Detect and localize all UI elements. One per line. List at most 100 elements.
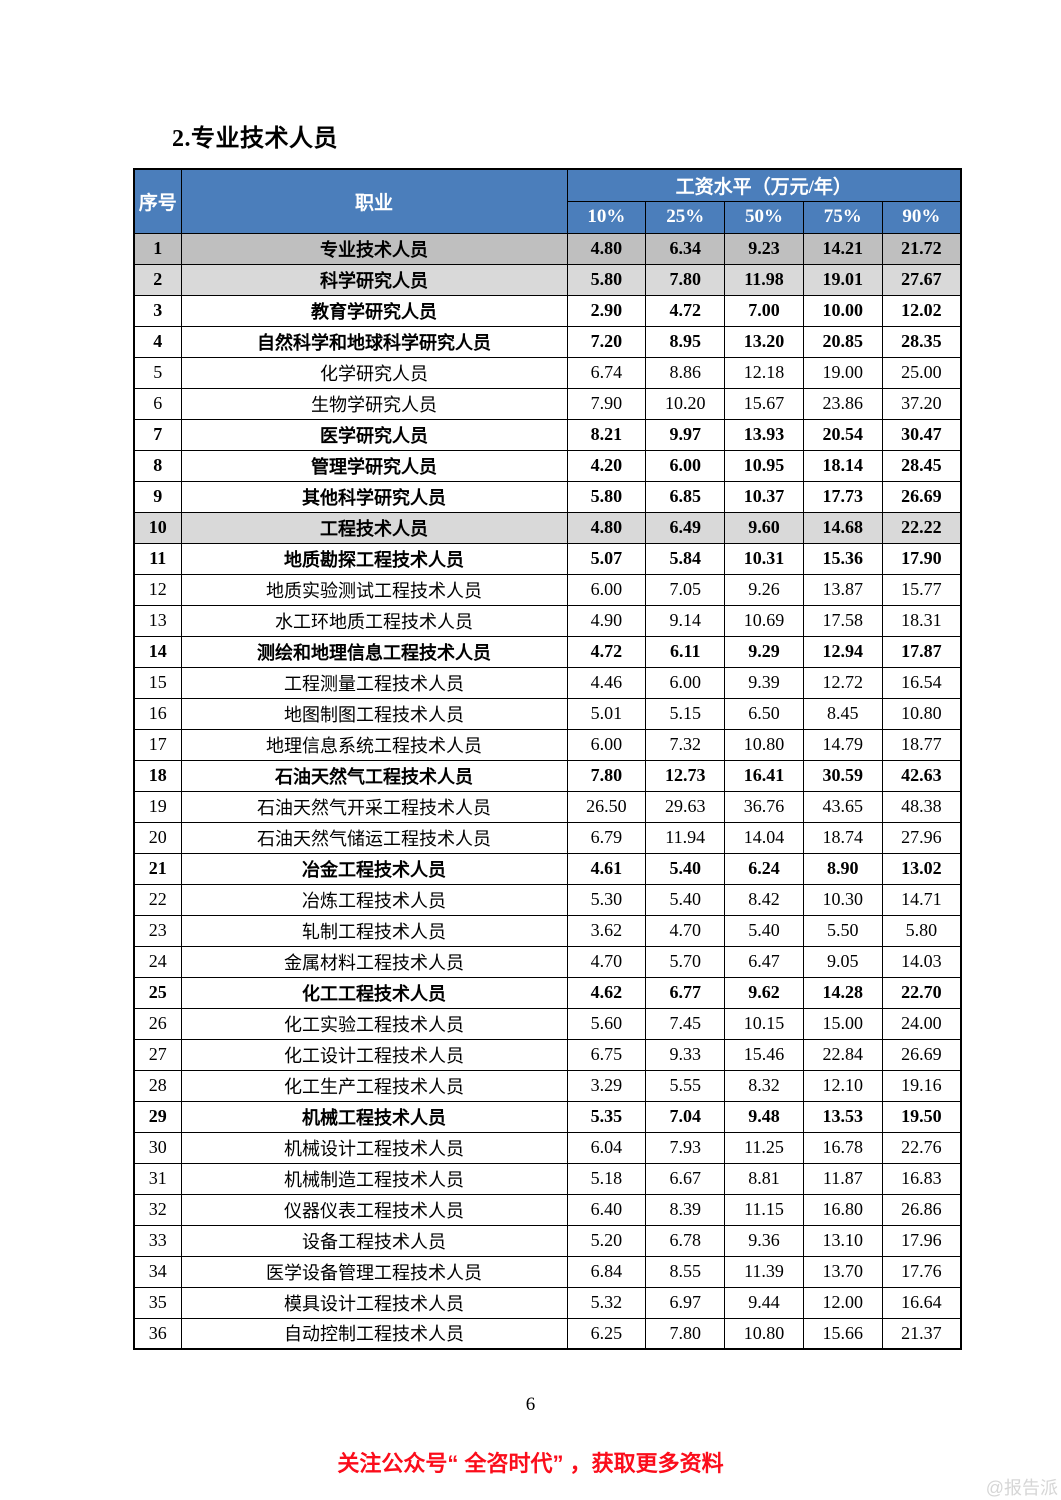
occupation-cell: 科学研究人员 bbox=[180, 263, 568, 296]
occupation-cell: 自然科学和地球科学研究人员 bbox=[180, 325, 568, 358]
salary-value-cell: 6.78 bbox=[645, 1224, 726, 1257]
salary-value-cell: 48.38 bbox=[881, 790, 962, 823]
salary-value-cell: 16.83 bbox=[881, 1162, 962, 1195]
salary-value-cell: 10.30 bbox=[802, 883, 883, 916]
salary-value-cell: 28.35 bbox=[881, 325, 962, 358]
row-index: 17 bbox=[133, 728, 182, 761]
salary-value-cell: 9.39 bbox=[724, 666, 804, 699]
occupation-cell: 设备工程技术人员 bbox=[180, 1224, 568, 1257]
row-index: 11 bbox=[133, 542, 182, 575]
salary-value-cell: 5.40 bbox=[724, 914, 804, 947]
salary-value-cell: 5.18 bbox=[566, 1162, 647, 1195]
salary-value-cell: 11.94 bbox=[645, 821, 726, 854]
salary-value-cell: 17.87 bbox=[881, 635, 962, 668]
table-row: 16 地图制图工程技术人员 5.01 5.15 6.50 8.45 10.80 bbox=[133, 697, 962, 730]
salary-value-cell: 12.00 bbox=[802, 1286, 883, 1319]
salary-value-cell: 5.15 bbox=[645, 697, 726, 730]
salary-value-cell: 4.72 bbox=[645, 294, 726, 327]
row-index: 16 bbox=[133, 697, 182, 730]
row-index: 8 bbox=[133, 449, 182, 482]
occupation-cell: 化工实验工程技术人员 bbox=[180, 1007, 568, 1040]
salary-value-cell: 18.31 bbox=[881, 604, 962, 637]
salary-value-cell: 5.70 bbox=[645, 945, 726, 978]
row-index: 7 bbox=[133, 418, 182, 451]
salary-value-cell: 8.39 bbox=[645, 1193, 726, 1226]
salary-value-cell: 6.85 bbox=[645, 480, 726, 513]
salary-value-cell: 6.47 bbox=[724, 945, 804, 978]
salary-value-cell: 12.02 bbox=[881, 294, 962, 327]
salary-value-cell: 3.62 bbox=[566, 914, 647, 947]
occupation-cell: 化学研究人员 bbox=[180, 356, 568, 389]
salary-value-cell: 26.69 bbox=[881, 1038, 962, 1071]
salary-value-cell: 14.21 bbox=[802, 232, 883, 265]
salary-value-cell: 6.50 bbox=[724, 697, 804, 730]
table-row: 7 医学研究人员 8.21 9.97 13.93 20.54 30.47 bbox=[133, 418, 962, 451]
salary-value-cell: 17.58 bbox=[802, 604, 883, 637]
salary-value-cell: 5.84 bbox=[645, 542, 726, 575]
salary-value-cell: 15.67 bbox=[724, 387, 804, 420]
salary-value-cell: 6.00 bbox=[645, 666, 726, 699]
row-index: 2 bbox=[133, 263, 182, 296]
salary-value-cell: 8.90 bbox=[802, 852, 883, 885]
row-index: 19 bbox=[133, 790, 182, 823]
salary-value-cell: 26.50 bbox=[566, 790, 647, 823]
salary-value-cell: 4.20 bbox=[566, 449, 647, 482]
salary-value-cell: 9.33 bbox=[645, 1038, 726, 1071]
salary-value-cell: 27.96 bbox=[881, 821, 962, 854]
salary-value-cell: 16.54 bbox=[881, 666, 962, 699]
row-index: 10 bbox=[133, 511, 182, 544]
row-index: 1 bbox=[133, 232, 182, 265]
salary-value-cell: 30.59 bbox=[802, 759, 883, 792]
row-index: 34 bbox=[133, 1255, 182, 1288]
table-row: 17 地理信息系统工程技术人员 6.00 7.32 10.80 14.79 18.77 bbox=[133, 728, 962, 761]
row-index: 28 bbox=[133, 1069, 182, 1102]
table-header-row-percentiles: 10% 25% 50% 75% 90% bbox=[134, 200, 962, 234]
row-index: 9 bbox=[133, 480, 182, 513]
salary-value-cell: 10.80 bbox=[724, 728, 804, 761]
salary-value-cell: 42.63 bbox=[881, 759, 962, 792]
row-index: 14 bbox=[133, 635, 182, 668]
salary-value-cell: 19.50 bbox=[881, 1100, 962, 1133]
table-row: 18 石油天然气工程技术人员 7.80 12.73 16.41 30.59 42.63 bbox=[133, 759, 962, 792]
row-index: 18 bbox=[133, 759, 182, 792]
salary-value-cell: 7.20 bbox=[566, 325, 647, 358]
salary-value-cell: 13.02 bbox=[881, 852, 962, 885]
salary-value-cell: 10.37 bbox=[724, 480, 804, 513]
salary-value-cell: 22.76 bbox=[881, 1131, 962, 1164]
table-row: 4 自然科学和地球科学研究人员 7.20 8.95 13.20 20.85 28.35 bbox=[133, 325, 962, 358]
salary-value-cell: 17.73 bbox=[802, 480, 883, 513]
table-row: 2 科学研究人员 5.80 7.80 11.98 19.01 27.67 bbox=[133, 263, 962, 296]
salary-value-cell: 5.80 bbox=[881, 914, 962, 947]
salary-value-cell: 18.77 bbox=[881, 728, 962, 761]
row-index: 15 bbox=[133, 666, 182, 699]
row-index: 23 bbox=[133, 914, 182, 947]
table-row: 26 化工实验工程技术人员 5.60 7.45 10.15 15.00 24.00 bbox=[133, 1007, 962, 1040]
salary-value-cell: 4.62 bbox=[566, 976, 647, 1009]
row-index: 25 bbox=[133, 976, 182, 1009]
salary-value-cell: 6.79 bbox=[566, 821, 647, 854]
salary-value-cell: 9.26 bbox=[724, 573, 804, 606]
salary-value-cell: 12.72 bbox=[802, 666, 883, 699]
table-row: 11 地质勘探工程技术人员 5.07 5.84 10.31 15.36 17.90 bbox=[133, 542, 962, 575]
salary-value-cell: 14.03 bbox=[881, 945, 962, 978]
salary-table: 序号 职业 工资水平（万元/年） 10% 25% 50% 75% 90% 1 专业技术人员… bbox=[133, 168, 963, 1350]
salary-value-cell: 22.22 bbox=[881, 511, 962, 544]
table-row: 3 教育学研究人员 2.90 4.72 7.00 10.00 12.02 bbox=[133, 294, 962, 327]
watermark: @报告派 bbox=[985, 1478, 1058, 1498]
salary-value-cell: 6.77 bbox=[645, 976, 726, 1009]
occupation-cell: 工程测量工程技术人员 bbox=[180, 666, 568, 699]
salary-value-cell: 9.62 bbox=[724, 976, 804, 1009]
salary-value-cell: 7.80 bbox=[645, 263, 726, 296]
salary-value-cell: 25.00 bbox=[881, 356, 962, 389]
occupation-cell: 其他科学研究人员 bbox=[180, 480, 568, 513]
salary-value-cell: 7.93 bbox=[645, 1131, 726, 1164]
salary-value-cell: 10.20 bbox=[645, 387, 726, 420]
salary-value-cell: 4.90 bbox=[566, 604, 647, 637]
occupation-cell: 机械制造工程技术人员 bbox=[180, 1162, 568, 1195]
salary-value-cell: 6.75 bbox=[566, 1038, 647, 1071]
salary-value-cell: 6.00 bbox=[645, 449, 726, 482]
salary-value-cell: 11.15 bbox=[724, 1193, 804, 1226]
table-row: 32 仪器仪表工程技术人员 6.40 8.39 11.15 16.80 26.86 bbox=[133, 1193, 962, 1226]
salary-value-cell: 21.72 bbox=[881, 232, 962, 265]
salary-value-cell: 4.46 bbox=[566, 666, 647, 699]
